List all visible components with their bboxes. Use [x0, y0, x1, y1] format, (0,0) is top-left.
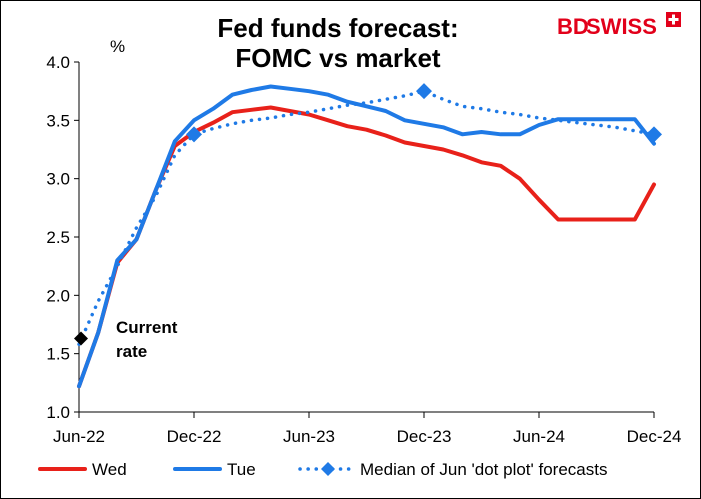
series-line-median-of-jun-dot-plot-forecasts — [77, 89, 656, 347]
series-marker-median-of-jun-dot-plot-forecasts — [646, 126, 662, 143]
swiss-cross-icon — [666, 12, 681, 27]
y-tick-label: 2.0 — [46, 286, 70, 305]
y-axis-unit-label: % — [110, 37, 125, 56]
x-tick-label: Dec-23 — [397, 427, 452, 446]
x-tick-label: Dec-22 — [167, 427, 222, 446]
y-tick-label: 3.0 — [46, 170, 70, 189]
legend: Wed Tue Median of Jun 'dot plot' forecasts — [38, 460, 607, 479]
y-tick-label: 2.5 — [46, 228, 70, 247]
y-tick-label: 3.5 — [46, 111, 70, 130]
plot-area — [77, 83, 662, 389]
y-tick-label: 1.5 — [46, 345, 70, 364]
brand-bd: BD — [557, 14, 589, 39]
annotations: Current rate — [74, 318, 178, 361]
series-line-tue — [77, 84, 656, 389]
current-rate-label: Current — [116, 318, 178, 337]
series-marker-median-of-jun-dot-plot-forecasts — [186, 126, 202, 143]
x-tick-label: Dec-24 — [627, 427, 682, 446]
brand-logo: BD SWISS — [557, 12, 681, 39]
axes: 1.0 1.5 2.0 2.5 3.0 3.5 4.0 Jun-22 Dec-22 Jun-23 D… — [46, 53, 681, 446]
chart-title-line2: FOMC vs market — [235, 43, 441, 73]
current-rate-marker — [74, 331, 88, 346]
x-tick-label: Jun-24 — [513, 427, 565, 446]
legend-label-median-of-jun-dot-plot-forecasts: Median of Jun 'dot plot' forecasts — [360, 460, 607, 479]
legend-marker-median-of-jun-dot-plot-forecasts — [321, 462, 335, 476]
brand-swiss: SWISS — [586, 14, 657, 39]
x-tick-label: Jun-22 — [53, 427, 105, 446]
series-marker-median-of-jun-dot-plot-forecasts — [416, 83, 432, 100]
y-tick-label: 4.0 — [46, 53, 70, 72]
series-line-wed — [77, 105, 656, 389]
y-tick-label: 1.0 — [46, 403, 70, 422]
legend-label-tue: Tue — [227, 460, 256, 479]
current-rate-label: rate — [116, 342, 147, 361]
chart-title-line1: Fed funds forecast: — [217, 13, 458, 43]
x-tick-label: Jun-23 — [283, 427, 335, 446]
legend-label-wed: Wed — [92, 460, 127, 479]
